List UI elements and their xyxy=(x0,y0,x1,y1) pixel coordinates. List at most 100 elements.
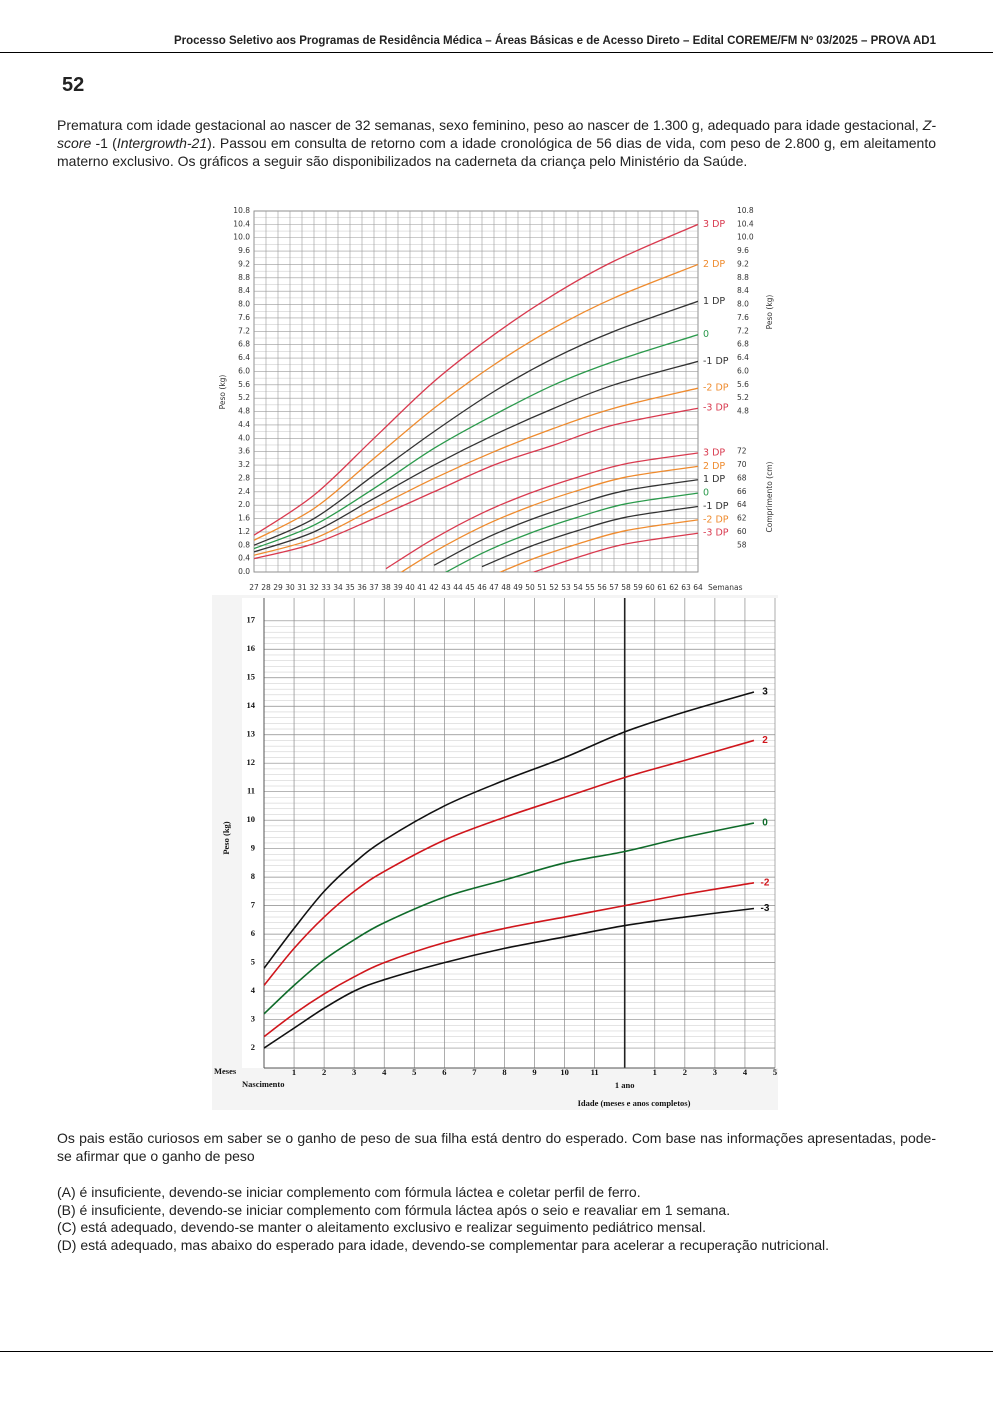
y-tick-label: 2.0 xyxy=(238,500,250,509)
y2-tick-label: 66 xyxy=(737,487,747,496)
y-tick-label: 8.4 xyxy=(238,286,250,295)
x-tick-label: 52 xyxy=(549,583,559,592)
y-tick-label: 14 xyxy=(247,700,256,710)
option[interactable]: (D) está adequado, mas abaixo do esperad… xyxy=(57,1236,830,1253)
x-tick-label: 9 xyxy=(532,1067,536,1077)
question-number: 52 xyxy=(62,74,85,96)
y-right-tick-label: 8.4 xyxy=(737,286,749,295)
page-header: Processo Seletivo aos Programas de Resid… xyxy=(173,35,936,47)
y-tick-label: 5 xyxy=(251,957,255,967)
y-right-tick-label: 6.4 xyxy=(737,353,749,362)
series-label: 2 DP xyxy=(703,461,725,472)
y-tick-label: 7.2 xyxy=(238,326,250,335)
x-tick-label: 3 xyxy=(713,1067,717,1077)
series-line xyxy=(385,452,698,570)
series-line xyxy=(481,505,698,568)
x-origin-label: Nascimento xyxy=(242,1079,285,1089)
x-tick-label: 28 xyxy=(261,583,271,592)
series-label: -3 DP xyxy=(703,528,729,539)
x-tick-label: 29 xyxy=(273,583,283,592)
y-tick-label: 4.0 xyxy=(238,433,250,442)
x-tick-label: 39 xyxy=(393,583,403,592)
x-tick-label: 4 xyxy=(382,1067,387,1077)
y-right-tick-label: 10.0 xyxy=(737,233,754,242)
series-label: -1 DP xyxy=(703,501,729,512)
x-tick-label: 33 xyxy=(321,583,331,592)
y-tick-label: 3.2 xyxy=(238,460,250,469)
series-line xyxy=(254,300,698,546)
y-tick-label: 0.0 xyxy=(238,567,250,576)
y-tick-label: 1.6 xyxy=(238,514,250,523)
y-tick-label: 4.8 xyxy=(238,407,250,416)
series-label: -1 DP xyxy=(703,356,729,367)
x-tick-label: 38 xyxy=(381,583,391,592)
series-line xyxy=(264,691,755,969)
series-line xyxy=(254,360,698,553)
y-tick-label: 9 xyxy=(251,843,255,853)
x-tick-label: 2 xyxy=(683,1067,687,1077)
y2-tick-label: 72 xyxy=(737,447,747,456)
x-tick-label: 53 xyxy=(561,583,571,592)
y-tick-label: 8.0 xyxy=(238,300,250,309)
series-line xyxy=(254,263,698,541)
x-tick-label: 37 xyxy=(369,583,379,592)
x-tick-label: 61 xyxy=(657,583,667,592)
plot-background xyxy=(242,598,778,1068)
series-line xyxy=(254,387,698,556)
x-tick-label: 50 xyxy=(525,583,535,592)
y-axis-label: Peso (kg) xyxy=(221,821,231,854)
y-tick-label: 4.4 xyxy=(238,420,250,429)
series-line xyxy=(433,479,698,566)
question-text: Os pais estão curiosos em saber se o gan… xyxy=(57,1130,936,1164)
x-tick-label: 5 xyxy=(412,1067,416,1077)
series-label: -3 DP xyxy=(703,403,729,414)
question-stem: Prematura com idade gestacional ao nasce… xyxy=(57,116,936,170)
option[interactable]: (C) está adequado, devendo-se manter o a… xyxy=(57,1219,707,1235)
option[interactable]: (A) é insuficiente, devendo-se iniciar c… xyxy=(57,1184,641,1200)
y-tick-label: 16 xyxy=(247,643,256,653)
y-tick-label: 13 xyxy=(247,729,256,739)
x-tick-label: 63 xyxy=(681,583,691,592)
x-unit-label: Meses xyxy=(214,1066,237,1076)
header-rule xyxy=(0,52,993,53)
x-tick-label: 8 xyxy=(502,1067,506,1077)
x-tick-label: 40 xyxy=(405,583,415,592)
x-tick-label: 27 xyxy=(249,583,259,592)
option[interactable]: (B) é insuficiente, devendo-se iniciar c… xyxy=(57,1201,731,1218)
x-tick-label: 49 xyxy=(513,583,523,592)
y-tick-label: 6.4 xyxy=(238,353,250,362)
y-right-tick-label: 6.0 xyxy=(737,366,749,375)
y-tick-label: 1.2 xyxy=(238,527,250,536)
series-label: 2 xyxy=(762,735,768,746)
x-tick-label: 30 xyxy=(285,583,295,592)
y-tick-label: 5.2 xyxy=(238,393,250,402)
y-right-tick-label: 5.2 xyxy=(737,393,749,402)
x-tick-label: 11 xyxy=(591,1067,599,1077)
series-label: 2 DP xyxy=(703,259,725,270)
y2-tick-label: 58 xyxy=(737,540,747,549)
series-line xyxy=(264,739,755,986)
series-label: 1 DP xyxy=(703,296,725,307)
x-tick-label: 45 xyxy=(465,583,475,592)
x-tick-label: 60 xyxy=(645,583,655,592)
y-tick-label: 3 xyxy=(251,1014,255,1024)
y-tick-label: 2.4 xyxy=(238,487,250,496)
y-right-tick-label: 8.0 xyxy=(737,300,749,309)
series-line xyxy=(499,519,698,572)
x-tick-label: 51 xyxy=(537,583,547,592)
series-line xyxy=(264,882,755,1038)
y-right-tick-label: 8.8 xyxy=(737,273,749,282)
y-tick-label: 2 xyxy=(251,1042,255,1052)
x-tick-label: 6 xyxy=(442,1067,446,1077)
y-tick-label: 7 xyxy=(251,900,256,910)
y-tick-label: 2.8 xyxy=(238,473,250,482)
y2-axis-label: Comprimento (cm) xyxy=(765,461,774,532)
x-axis-label: Semanas xyxy=(708,583,743,592)
options: (A) é insuficiente, devendo-se iniciar c… xyxy=(57,1184,829,1254)
series-label: 1 DP xyxy=(703,474,725,485)
x-tick-label: 10 xyxy=(560,1067,569,1077)
series-label: -2 xyxy=(761,877,770,888)
x-tick-label: 47 xyxy=(489,583,499,592)
x-tick-label: 57 xyxy=(609,583,619,592)
